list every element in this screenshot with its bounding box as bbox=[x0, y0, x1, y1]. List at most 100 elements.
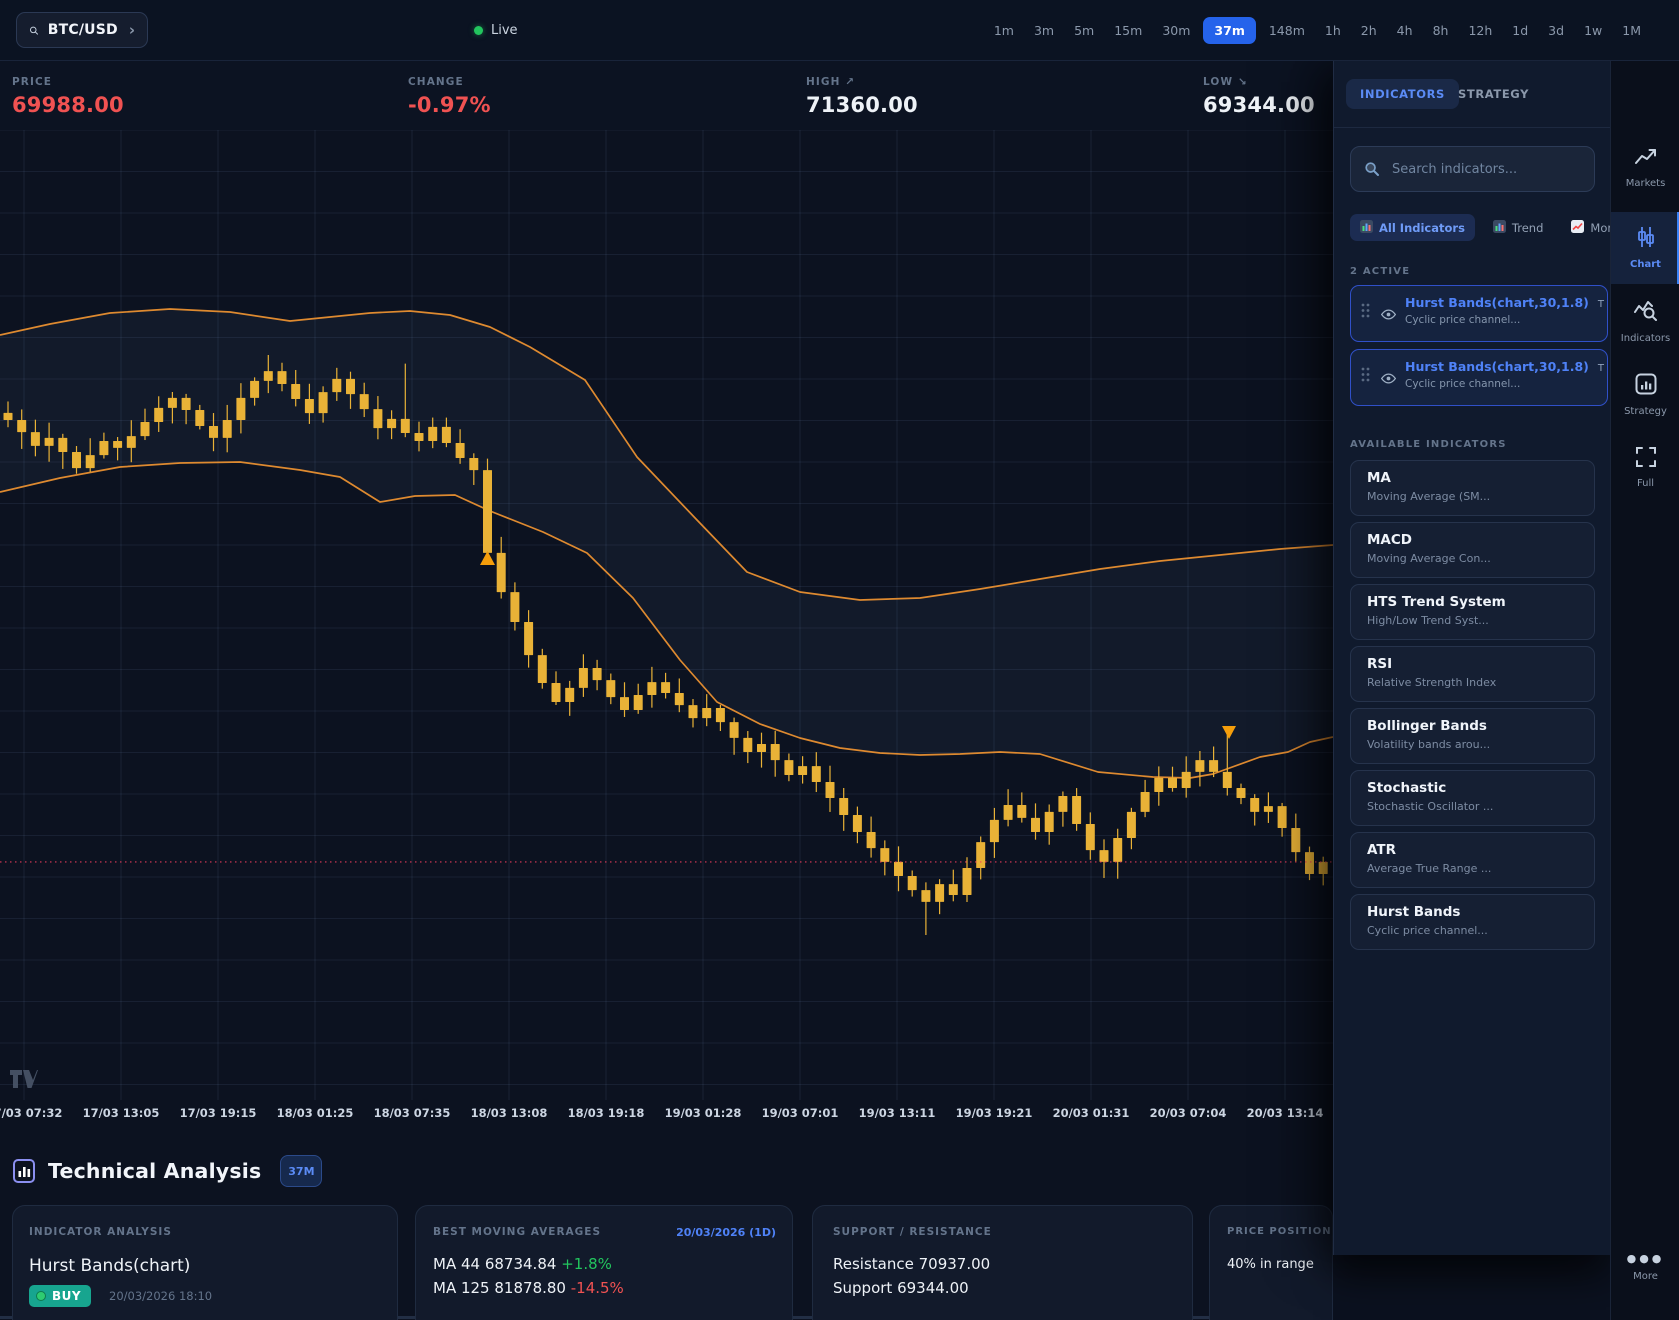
bar-chart-icon bbox=[13, 1159, 35, 1183]
indicator-analysis-card: INDICATOR ANALYSIS Hurst Bands(chart) BU… bbox=[12, 1205, 398, 1320]
signal-label: BUY bbox=[52, 1289, 82, 1303]
timeframe-5m[interactable]: 5m bbox=[1074, 22, 1095, 38]
x-axis-label: 19/03 07:01 bbox=[761, 1106, 839, 1120]
indicator-card-macd[interactable]: MACD Moving Average Con... bbox=[1350, 522, 1595, 578]
timeframe-1h[interactable]: 1h bbox=[1324, 22, 1341, 38]
indicator-card-hts-trend-system[interactable]: HTS Trend System High/Low Trend Syst... bbox=[1350, 584, 1595, 640]
side-rail: Markets Chart Indicators Strategy Full ●●● Mor… bbox=[1610, 60, 1679, 1320]
indicator-name: Hurst Bands bbox=[1367, 904, 1461, 920]
timeframe-4h[interactable]: 4h bbox=[1396, 22, 1413, 38]
timeframe-37m[interactable]: 37m bbox=[1203, 16, 1256, 44]
timeframe-2h[interactable]: 2h bbox=[1360, 22, 1377, 38]
timeframe-3m[interactable]: 3m bbox=[1033, 22, 1055, 38]
timeframe-1m[interactable]: 1m bbox=[993, 22, 1014, 38]
timeframe-1M[interactable]: 1M bbox=[1622, 22, 1641, 38]
timeframe-row: 1m 3m 5m 15m 30m 37m 148m 1h 2h 4h 8h 12h 1d 3d 1w 1M bbox=[987, 0, 1648, 60]
barchart-icon bbox=[1492, 219, 1506, 236]
indicator-name: Hurst Bands(chart) bbox=[29, 1256, 191, 1276]
price-position-value: 40% in range bbox=[1227, 1257, 1314, 1272]
timeframe-12h[interactable]: 12h bbox=[1468, 22, 1493, 38]
tradingview-logo-icon[interactable] bbox=[10, 1070, 38, 1090]
indicator-card-ma[interactable]: MA Moving Average (SM... bbox=[1350, 460, 1595, 516]
rail-label: Full bbox=[1636, 478, 1655, 489]
x-axis-label: 20/03 07:04 bbox=[1149, 1106, 1227, 1120]
strategy-icon bbox=[1635, 373, 1657, 399]
timeframe-15m[interactable]: 15m bbox=[1114, 22, 1143, 38]
indicator-filter-chips: All Indicators Trend Momentum bbox=[1350, 214, 1610, 241]
timeframe-badge[interactable]: 37M bbox=[280, 1155, 323, 1187]
x-axis-label: 19/03 13:11 bbox=[858, 1106, 936, 1120]
active-indicator-subtitle: Cyclic price channel... bbox=[1405, 314, 1521, 326]
indicator-name: MACD bbox=[1367, 532, 1412, 548]
live-label: Live bbox=[491, 22, 518, 38]
stat-high-value: 71360.00 bbox=[806, 93, 918, 117]
active-indicator-title: Hurst Bands(chart,30,1.8) bbox=[1405, 295, 1589, 310]
x-axis-label: 17/03 07:32 bbox=[0, 1106, 63, 1120]
indicator-card-stochastic[interactable]: Stochastic Stochastic Oscillator ... bbox=[1350, 770, 1595, 826]
signal-timestamp: 20/03/2026 18:10 bbox=[109, 1289, 213, 1303]
active-indicator-card[interactable]: Hurst Bands(chart,30,1.8) Cyclic price ch… bbox=[1350, 349, 1608, 406]
drag-handle-icon[interactable] bbox=[1361, 367, 1370, 386]
section-title: Technical Analysis bbox=[48, 1159, 262, 1183]
active-indicator-card[interactable]: Hurst Bands(chart,30,1.8) Cyclic price ch… bbox=[1350, 285, 1608, 342]
card-header: SUPPORT / RESISTANCE bbox=[833, 1226, 992, 1238]
card-header: BEST MOVING AVERAGES bbox=[433, 1226, 602, 1238]
indicator-desc: Moving Average (SM... bbox=[1367, 490, 1491, 503]
tab-indicators[interactable]: INDICATORS bbox=[1346, 79, 1459, 109]
search-icon bbox=[1365, 162, 1379, 176]
more-label: More bbox=[1633, 1271, 1658, 1282]
indicator-card-hurst-bands[interactable]: Hurst Bands Cyclic price channel... bbox=[1350, 894, 1595, 950]
timeframe-3d[interactable]: 3d bbox=[1548, 22, 1565, 38]
x-axis-label: 20/03 01:31 bbox=[1052, 1106, 1130, 1120]
ma-pct: +1.8% bbox=[561, 1255, 612, 1273]
timeframe-1w[interactable]: 1w bbox=[1584, 22, 1603, 38]
indicator-desc: Moving Average Con... bbox=[1367, 552, 1491, 565]
timeframe-8h[interactable]: 8h bbox=[1432, 22, 1449, 38]
indicator-name: Stochastic bbox=[1367, 780, 1447, 796]
trendup-icon bbox=[1571, 219, 1585, 236]
indicator-desc: Volatility bands arou... bbox=[1367, 738, 1491, 751]
timeframe-1d[interactable]: 1d bbox=[1512, 22, 1529, 38]
timeframe-30m[interactable]: 30m bbox=[1162, 22, 1191, 38]
visibility-eye-icon[interactable] bbox=[1380, 369, 1397, 388]
rail-item-full[interactable]: Full bbox=[1611, 432, 1679, 504]
signal-dot-icon bbox=[36, 1291, 46, 1301]
x-axis-label: 18/03 19:18 bbox=[567, 1106, 645, 1120]
search-input[interactable] bbox=[1390, 160, 1581, 178]
chevron-right-icon: › bbox=[128, 21, 135, 39]
rail-item-chart[interactable]: Chart bbox=[1611, 212, 1679, 284]
price-position-card: PRICE POSITION 40% in range bbox=[1209, 1205, 1333, 1320]
more-button[interactable]: ●●● More bbox=[1611, 1252, 1679, 1282]
filter-chip-trend[interactable]: Trend bbox=[1483, 214, 1553, 241]
markets-icon bbox=[1634, 147, 1658, 171]
rail-item-strategy[interactable]: Strategy bbox=[1611, 359, 1679, 431]
drag-handle-icon[interactable] bbox=[1361, 303, 1370, 322]
x-axis-label: 18/03 13:08 bbox=[470, 1106, 548, 1120]
indicator-search[interactable] bbox=[1350, 146, 1595, 192]
timeframe-148m[interactable]: 148m bbox=[1268, 22, 1305, 38]
x-axis-label: 18/03 01:25 bbox=[276, 1106, 354, 1120]
clipped-edge-text: T bbox=[1597, 299, 1604, 310]
indicator-card-atr[interactable]: ATR Average True Range ... bbox=[1350, 832, 1595, 888]
filter-chip-all-indicators[interactable]: All Indicators bbox=[1350, 214, 1475, 241]
indicator-name: RSI bbox=[1367, 656, 1393, 672]
x-axis-label: 18/03 07:35 bbox=[373, 1106, 451, 1120]
symbol-selector[interactable]: BTC/USD › bbox=[16, 12, 148, 48]
indicator-card-rsi[interactable]: RSI Relative Strength Index bbox=[1350, 646, 1595, 702]
tab-strategy[interactable]: STRATEGY bbox=[1458, 87, 1530, 101]
indicator-card-bollinger-bands[interactable]: Bollinger Bands Volatility bands arou... bbox=[1350, 708, 1595, 764]
search-icon bbox=[29, 26, 38, 35]
filter-chip-momentum[interactable]: Momentum bbox=[1561, 214, 1610, 241]
arrow-up-right-icon: ↗ bbox=[845, 76, 856, 88]
rail-item-indicators[interactable]: Indicators bbox=[1611, 286, 1679, 358]
rail-label: Strategy bbox=[1624, 406, 1667, 417]
visibility-eye-icon[interactable] bbox=[1380, 305, 1397, 324]
indicator-desc: Average True Range ... bbox=[1367, 862, 1492, 875]
candlestick-chart[interactable] bbox=[0, 130, 1333, 1100]
indicator-desc: Stochastic Oscillator ... bbox=[1367, 800, 1494, 813]
stat-price: PRICE 69988.00 bbox=[12, 76, 124, 117]
rail-label: Chart bbox=[1630, 259, 1661, 270]
rail-item-markets[interactable]: Markets bbox=[1611, 132, 1679, 204]
rail-label: Markets bbox=[1625, 178, 1666, 189]
x-axis-label: 20/03 13:14 bbox=[1246, 1106, 1324, 1120]
